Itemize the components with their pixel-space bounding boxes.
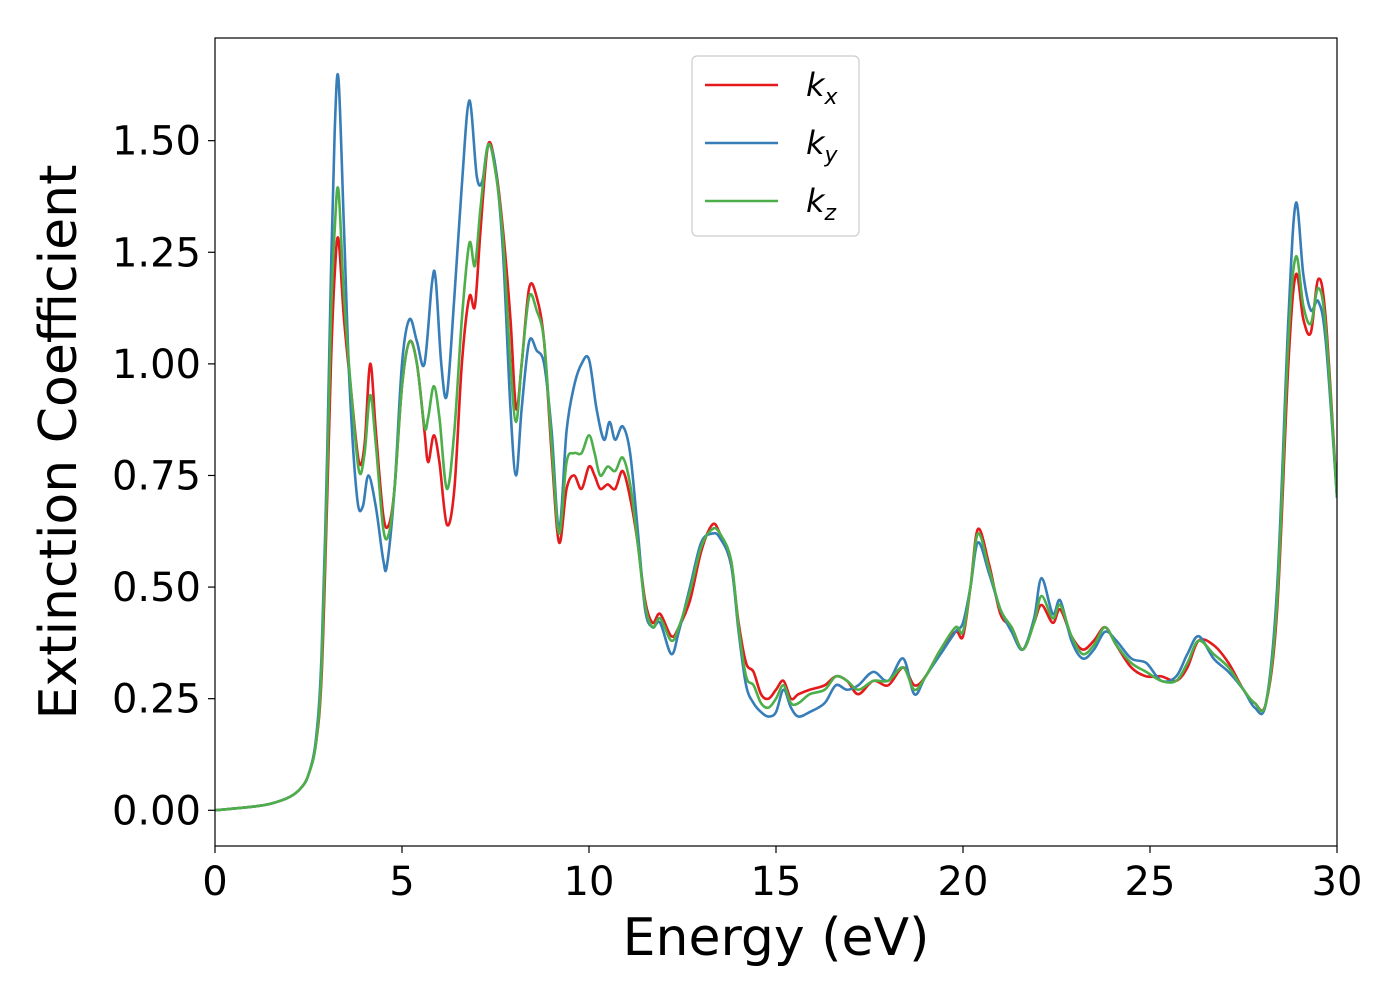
x-tick-label: 20 <box>938 859 989 905</box>
y-tick-label: 0.25 <box>112 677 201 723</box>
x-tick-label: 5 <box>389 859 414 905</box>
series-line-kz <box>215 142 1337 812</box>
y-tick-label: 0.50 <box>112 565 201 611</box>
y-axis-label: Extinction Coefficient <box>29 165 89 720</box>
x-tick-label: 15 <box>751 859 802 905</box>
y-tick-label: 1.50 <box>112 119 201 165</box>
y-tick-label: 1.25 <box>112 230 201 276</box>
y-tick-label: 0.00 <box>112 788 201 834</box>
series-layer <box>215 73 1337 812</box>
x-axis-label: Energy (eV) <box>623 908 930 968</box>
y-tick-label: 1.00 <box>112 342 201 388</box>
x-tick-label: 25 <box>1125 859 1176 905</box>
y-axis: 0.00 0.25 0.50 0.75 1.00 1.25 1.50 <box>112 119 215 834</box>
x-tick-label: 0 <box>202 859 227 905</box>
x-axis: 0 5 10 15 20 25 30 <box>202 846 1362 905</box>
x-tick-label: 30 <box>1312 859 1363 905</box>
x-tick-label: 10 <box>564 859 615 905</box>
legend-box <box>691 55 860 237</box>
y-tick-label: 0.75 <box>112 453 201 499</box>
